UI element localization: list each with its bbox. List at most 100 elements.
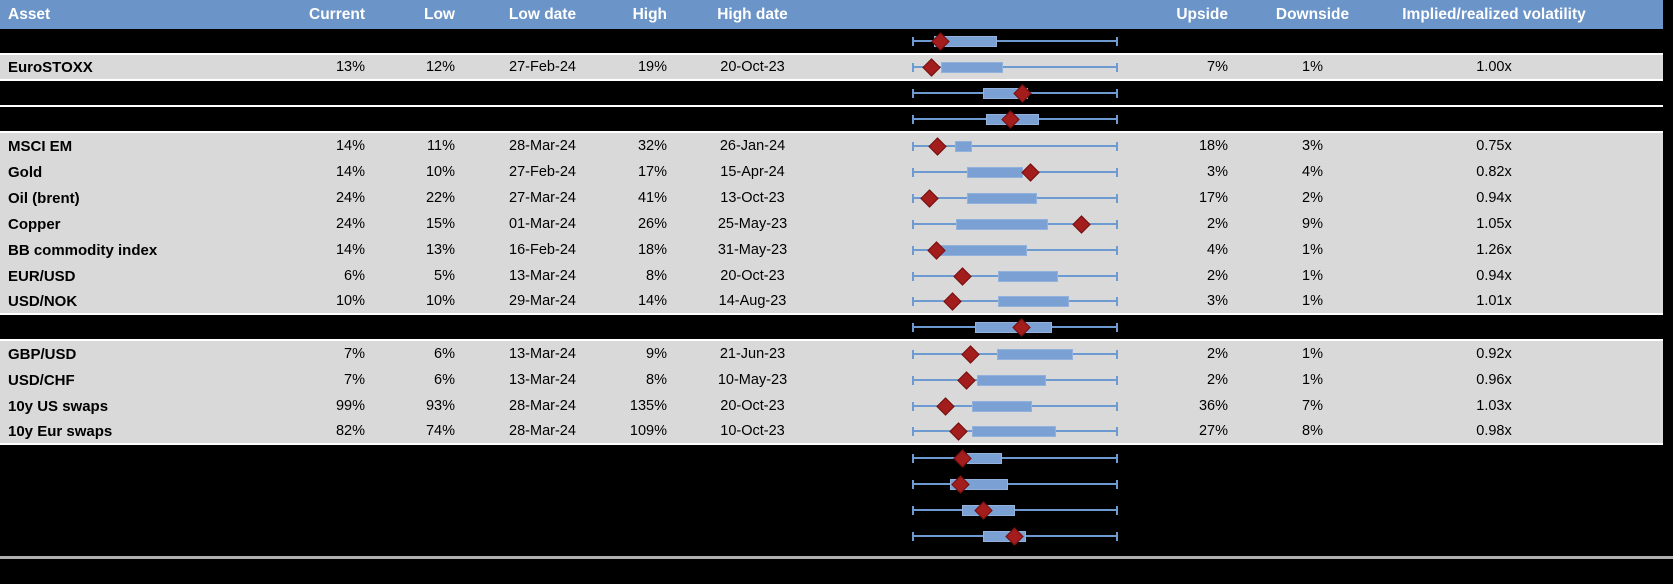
cell-high-date[interactable]: 20-Oct-23 <box>720 59 785 75</box>
header-cell-range-plot[interactable] <box>830 0 1135 29</box>
cell-high[interactable]: 14% <box>637 293 667 309</box>
cell-high-date[interactable]: 10-May-23 <box>717 372 788 388</box>
cell-high[interactable]: 41% <box>637 190 667 206</box>
cell-asset[interactable]: MSCI EM <box>8 137 73 155</box>
cell-implied-realized-volatility[interactable]: 1.00x <box>1476 59 1512 75</box>
cell-high-date[interactable]: 15-Apr-24 <box>720 164 785 180</box>
cell-high[interactable]: 9% <box>646 346 667 362</box>
cell-high[interactable]: 26% <box>637 216 667 232</box>
cell-current[interactable]: 99% <box>335 398 365 414</box>
cell-current[interactable]: 13% <box>335 59 365 75</box>
cell-current[interactable]: 10% <box>335 293 365 309</box>
header-cell-filler[interactable] <box>1623 0 1663 29</box>
header-cell-upside[interactable]: Upside <box>1176 5 1228 23</box>
cell-high[interactable]: 109% <box>629 423 667 439</box>
header-cell-low-date[interactable]: Low date <box>508 5 577 23</box>
cell-low[interactable]: 93% <box>425 398 455 414</box>
cell-downside[interactable]: 1% <box>1302 268 1323 284</box>
cell-upside[interactable]: 2% <box>1207 346 1228 362</box>
cell-low-date[interactable]: 28-Mar-24 <box>509 138 576 154</box>
cell-low[interactable]: 10% <box>425 164 455 180</box>
cell-high[interactable]: 19% <box>637 59 667 75</box>
cell-low[interactable]: 5% <box>434 268 455 284</box>
header-cell-current[interactable]: Current <box>309 5 365 23</box>
cell-low-date[interactable]: 27-Mar-24 <box>509 190 576 206</box>
cell-high-date[interactable]: 20-Oct-23 <box>720 268 785 284</box>
cell-high-date[interactable]: 14-Aug-23 <box>718 293 787 309</box>
cell-low[interactable]: 6% <box>434 346 455 362</box>
cell-upside[interactable]: 18% <box>1198 138 1228 154</box>
cell-current[interactable]: 7% <box>344 372 365 388</box>
cell-high-date[interactable]: 26-Jan-24 <box>719 138 786 154</box>
cell-asset[interactable]: USD/NOK <box>8 292 78 310</box>
cell-low-date[interactable]: 29-Mar-24 <box>509 293 576 309</box>
cell-implied-realized-volatility[interactable]: 1.03x <box>1476 398 1512 414</box>
cell-high-date[interactable]: 20-Oct-23 <box>720 398 785 414</box>
cell-downside[interactable]: 1% <box>1302 293 1323 309</box>
cell-current[interactable]: 82% <box>335 423 365 439</box>
cell-current[interactable]: 24% <box>335 216 365 232</box>
cell-implied-realized-volatility[interactable]: 1.26x <box>1476 242 1512 258</box>
cell-downside[interactable]: 1% <box>1302 372 1323 388</box>
cell-asset[interactable]: USD/CHF <box>8 371 75 389</box>
header-cell-high-date[interactable]: High date <box>717 5 788 23</box>
cell-high-date[interactable]: 25-May-23 <box>717 216 788 232</box>
cell-high[interactable]: 8% <box>646 268 667 284</box>
cell-low[interactable]: 74% <box>425 423 455 439</box>
cell-asset[interactable]: Oil (brent) <box>8 189 80 207</box>
cell-downside[interactable]: 7% <box>1302 398 1323 414</box>
cell-high-date[interactable]: 10-Oct-23 <box>720 423 785 439</box>
cell-implied-realized-volatility[interactable]: 1.05x <box>1476 216 1512 232</box>
cell-implied-realized-volatility[interactable]: 0.92x <box>1476 346 1512 362</box>
cell-low-date[interactable]: 13-Mar-24 <box>509 268 576 284</box>
header-cell-high[interactable]: High <box>632 5 667 23</box>
header-cell-implied-realized-volatility[interactable]: Implied/realized volatility <box>1402 5 1586 23</box>
header-cell-downside[interactable]: Downside <box>1275 5 1350 23</box>
cell-downside[interactable]: 2% <box>1302 190 1323 206</box>
header-cell-low[interactable]: Low <box>424 5 455 23</box>
cell-asset[interactable]: 10y Eur swaps <box>8 422 113 440</box>
cell-current[interactable]: 14% <box>335 242 365 258</box>
cell-low[interactable]: 12% <box>425 59 455 75</box>
cell-implied-realized-volatility[interactable]: 0.96x <box>1476 372 1512 388</box>
cell-downside[interactable]: 4% <box>1302 164 1323 180</box>
cell-current[interactable]: 14% <box>335 164 365 180</box>
cell-downside[interactable]: 8% <box>1302 423 1323 439</box>
cell-asset[interactable]: BB commodity index <box>8 241 158 259</box>
cell-low-date[interactable]: 28-Mar-24 <box>509 398 576 414</box>
cell-implied-realized-volatility[interactable]: 0.98x <box>1476 423 1512 439</box>
cell-low-date[interactable]: 28-Mar-24 <box>509 423 576 439</box>
cell-high-date[interactable]: 21-Jun-23 <box>719 346 786 362</box>
cell-current[interactable]: 6% <box>344 268 365 284</box>
cell-high[interactable]: 135% <box>629 398 667 414</box>
cell-low-date[interactable]: 01-Mar-24 <box>509 216 576 232</box>
cell-upside[interactable]: 17% <box>1198 190 1228 206</box>
cell-low-date[interactable]: 13-Mar-24 <box>509 372 576 388</box>
cell-asset[interactable]: Copper <box>8 215 61 233</box>
cell-upside[interactable]: 27% <box>1198 423 1228 439</box>
cell-current[interactable]: 14% <box>335 138 365 154</box>
cell-upside[interactable]: 7% <box>1207 59 1228 75</box>
cell-low[interactable]: 11% <box>427 138 455 154</box>
cell-asset[interactable]: EuroSTOXX <box>8 58 93 76</box>
cell-upside[interactable]: 2% <box>1207 372 1228 388</box>
cell-upside[interactable]: 4% <box>1207 242 1228 258</box>
cell-current[interactable]: 24% <box>335 190 365 206</box>
cell-high-date[interactable]: 31-May-23 <box>717 242 788 258</box>
cell-asset[interactable]: Gold <box>8 163 43 181</box>
cell-high[interactable]: 32% <box>637 138 667 154</box>
cell-low[interactable]: 22% <box>425 190 455 206</box>
cell-upside[interactable]: 2% <box>1207 216 1228 232</box>
cell-upside[interactable]: 36% <box>1198 398 1228 414</box>
cell-low-date[interactable]: 13-Mar-24 <box>509 346 576 362</box>
cell-asset[interactable]: GBP/USD <box>8 345 77 363</box>
cell-downside[interactable]: 9% <box>1302 216 1323 232</box>
cell-downside[interactable]: 1% <box>1302 346 1323 362</box>
cell-high[interactable]: 18% <box>637 242 667 258</box>
cell-asset[interactable]: EUR/USD <box>8 267 76 285</box>
cell-implied-realized-volatility[interactable]: 0.94x <box>1476 268 1512 284</box>
cell-upside[interactable]: 3% <box>1207 293 1228 309</box>
cell-downside[interactable]: 1% <box>1302 59 1323 75</box>
cell-current[interactable]: 7% <box>344 346 365 362</box>
cell-implied-realized-volatility[interactable]: 0.94x <box>1476 190 1512 206</box>
